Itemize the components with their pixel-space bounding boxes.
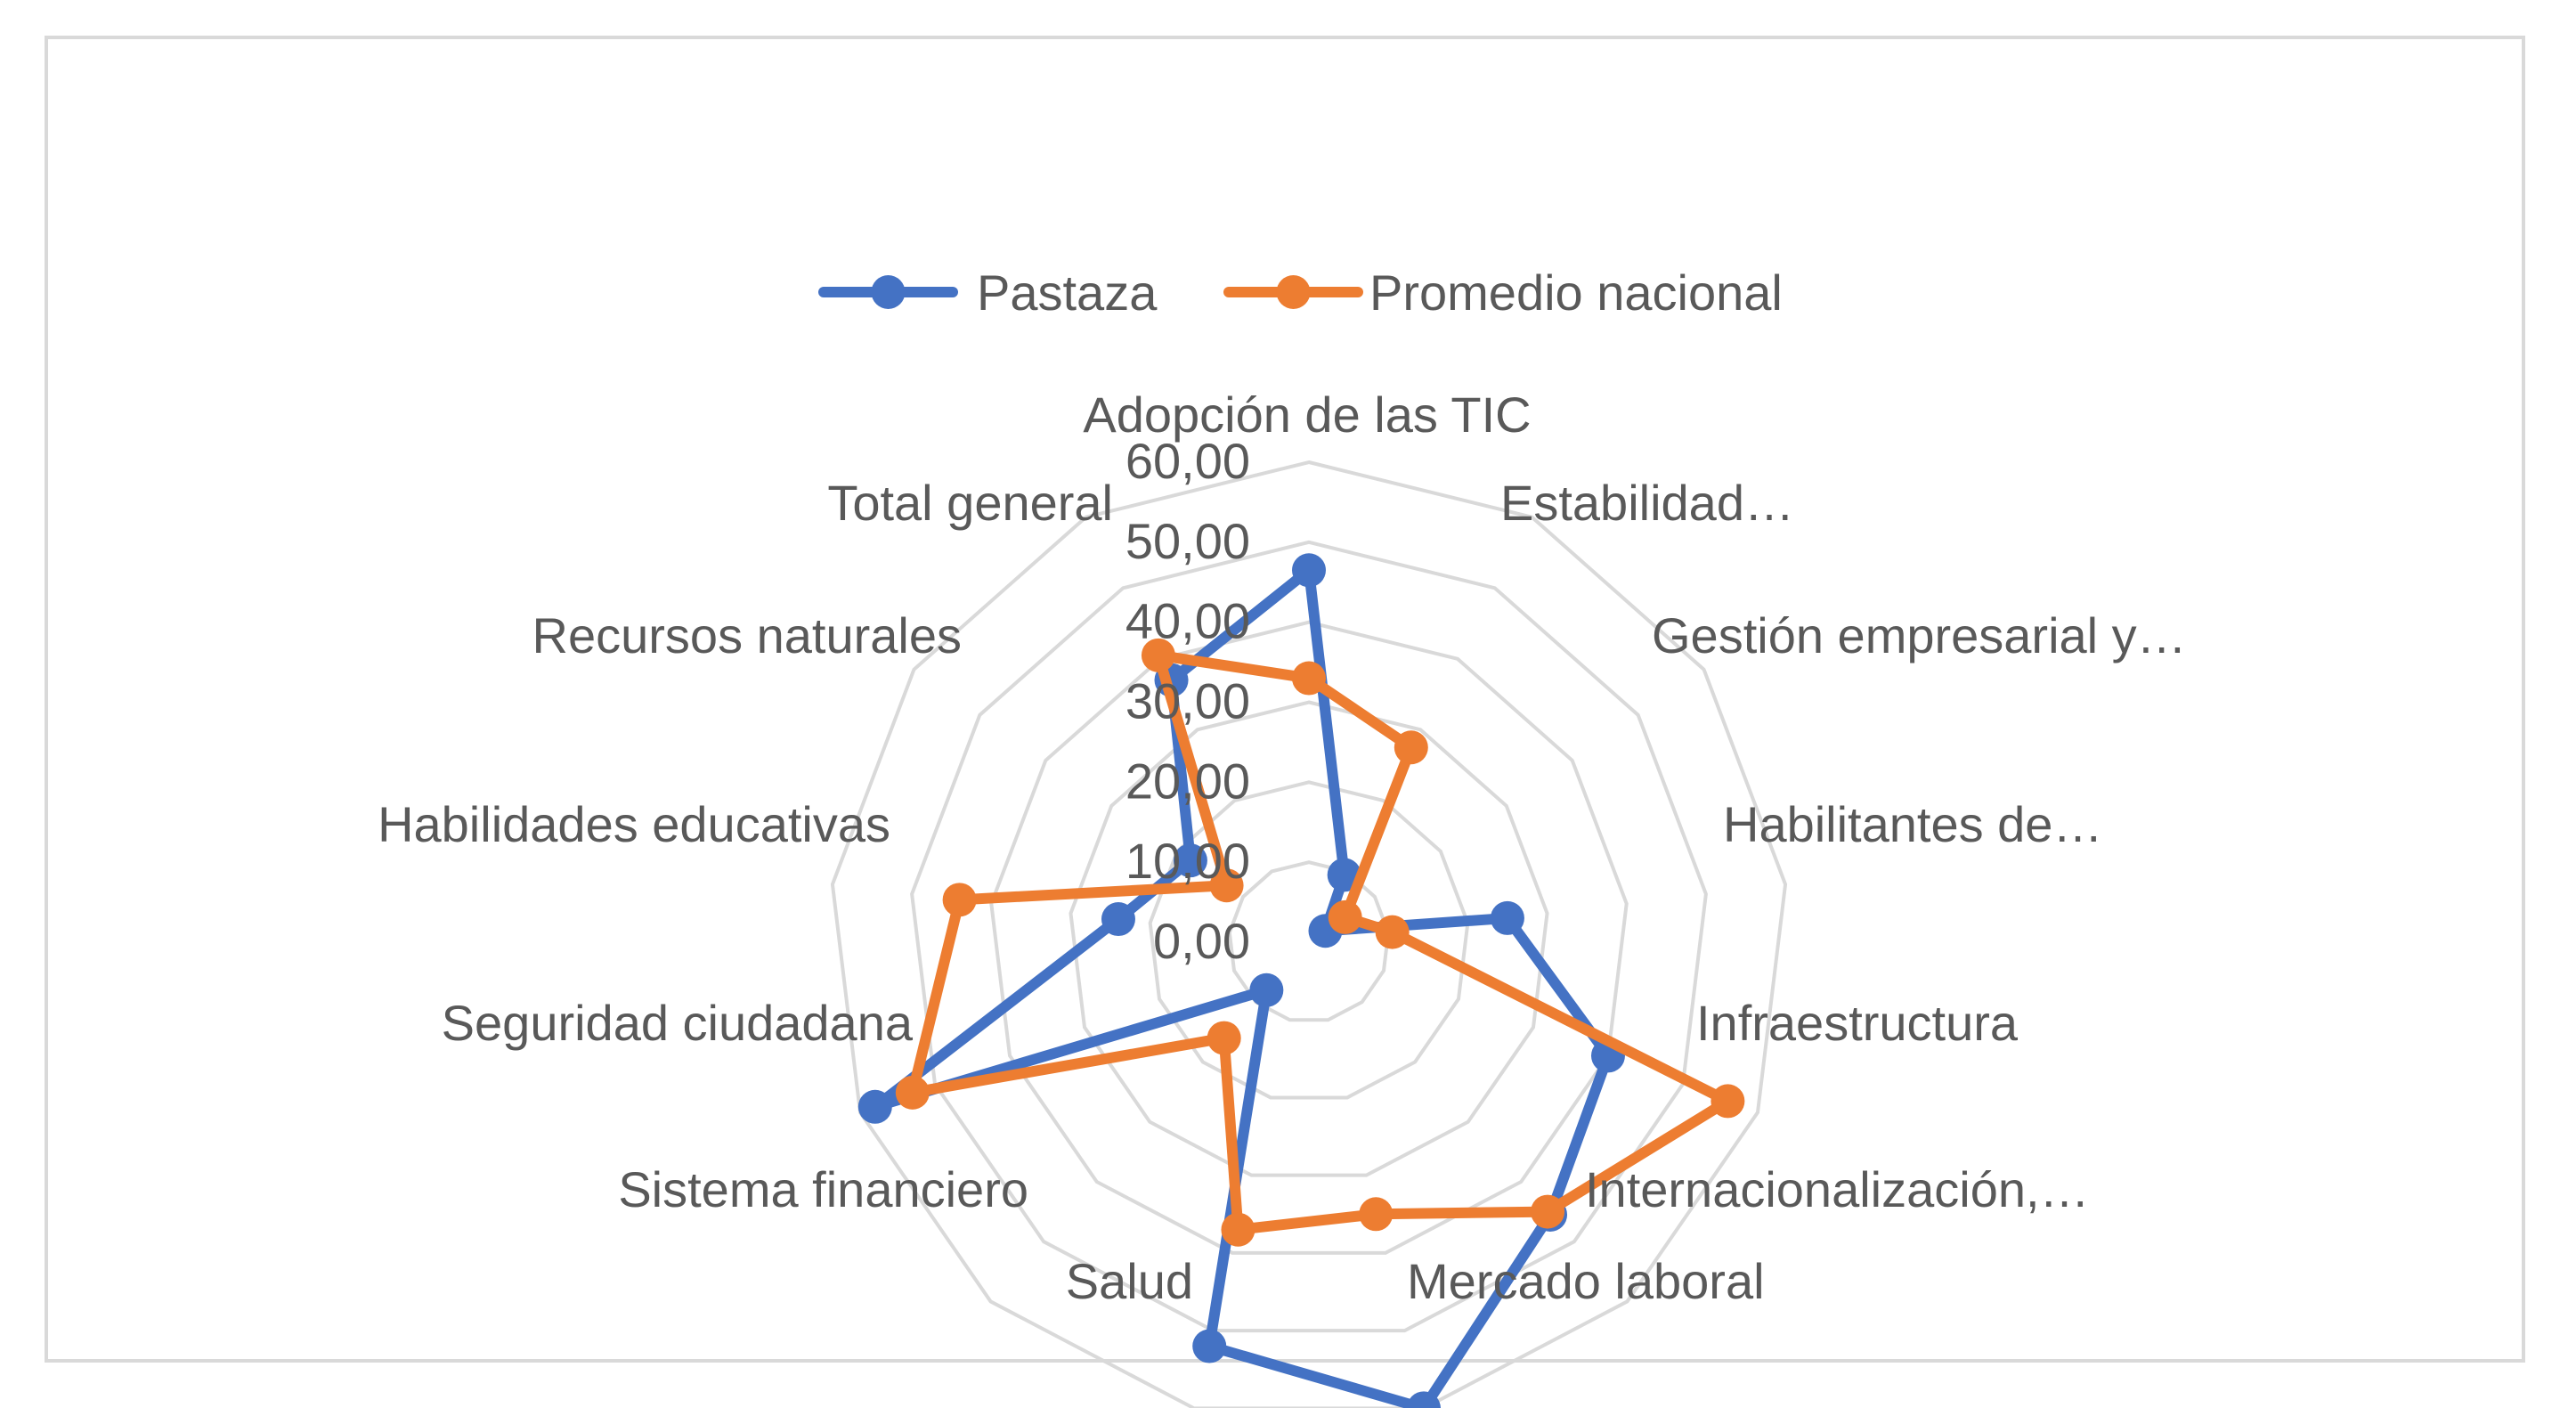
data-point — [1490, 900, 1524, 935]
legend-label: Pastaza — [977, 265, 1158, 321]
axis-tick-label: 20,00 — [1125, 753, 1250, 809]
data-point — [1209, 868, 1244, 903]
data-point — [1359, 1197, 1394, 1232]
grid-ring — [830, 460, 1788, 1408]
data-point — [1711, 1084, 1745, 1119]
axis-tick-label: 0,00 — [1153, 913, 1250, 969]
category-label: Total general — [827, 475, 1113, 531]
grid-ring — [1148, 780, 1470, 1100]
category-label: Mercado laboral — [1407, 1253, 1765, 1309]
data-point — [1192, 1329, 1227, 1363]
grid-ring — [1227, 860, 1391, 1022]
chart-frame — [45, 36, 2525, 1363]
legend-swatch-marker — [871, 275, 906, 309]
category-label: Salud — [1066, 1253, 1193, 1309]
grid-ring — [989, 620, 1629, 1255]
data-point — [857, 1089, 892, 1124]
axis-tick-label: 50,00 — [1125, 513, 1250, 569]
legend-swatch-marker — [1276, 275, 1311, 309]
grid-ring — [1069, 700, 1549, 1177]
data-point — [1173, 843, 1207, 878]
data-point — [895, 1075, 930, 1110]
axis-tick-label: 30,00 — [1125, 673, 1250, 729]
legend-label: Promedio nacional — [1369, 265, 1783, 321]
data-point — [942, 883, 977, 917]
category-label: Habilidades educativas — [378, 796, 890, 852]
data-point — [1394, 730, 1428, 765]
data-point — [1101, 902, 1135, 937]
category-label: Estabilidad… — [1500, 475, 1794, 531]
data-point — [1141, 638, 1175, 672]
axis-tick-label: 40,00 — [1125, 593, 1250, 649]
category-label: Seguridad ciudadana — [442, 995, 914, 1051]
axis-tick-label: 10,00 — [1125, 833, 1250, 889]
data-point — [1249, 973, 1284, 1007]
data-point — [1207, 1021, 1241, 1055]
data-point — [1221, 1212, 1255, 1247]
category-label: Habilitantes de… — [1723, 796, 2102, 852]
data-point — [1328, 899, 1362, 934]
category-label: Adopción de las TIC — [1083, 387, 1531, 443]
category-label: Internacionalización,… — [1585, 1161, 2090, 1217]
data-point — [1406, 1391, 1441, 1408]
category-label: Gestión empresarial y… — [1652, 607, 2187, 663]
grid-ring — [910, 540, 1708, 1333]
data-point — [1375, 915, 1410, 949]
category-label: Infraestructura — [1696, 995, 2019, 1051]
data-point — [1292, 553, 1326, 588]
data-point — [1531, 1194, 1565, 1229]
axis-tick-label: 60,00 — [1125, 433, 1250, 489]
category-label: Recursos naturales — [532, 607, 962, 663]
category-label: Sistema financiero — [618, 1161, 1028, 1217]
data-point — [1292, 661, 1326, 696]
